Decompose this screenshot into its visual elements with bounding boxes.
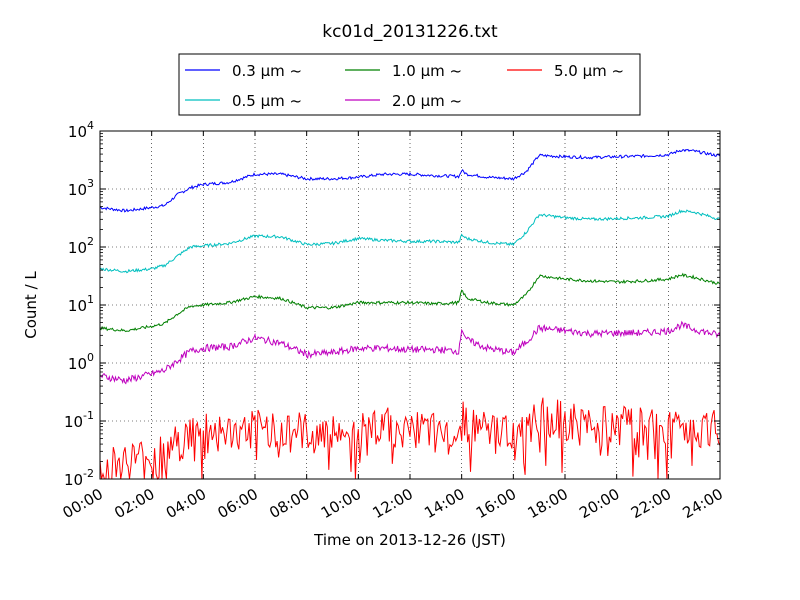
- legend-box: [178, 53, 641, 116]
- series-line: [99, 148, 721, 213]
- series-line: [99, 320, 721, 385]
- y-tick-label: 100: [68, 351, 94, 373]
- legend-label: 0.3 µm ~: [232, 62, 302, 80]
- legend-label: 5.0 µm ~: [554, 62, 624, 80]
- x-tick-label: 16:00: [473, 485, 519, 522]
- series-line: [99, 272, 721, 333]
- x-tick-label: 06:00: [215, 485, 261, 522]
- y-tick-label: 103: [68, 177, 94, 199]
- legend: 0.3 µm ~ 0.5 µm ~ 1.0 µm ~ 2.0 µm ~ 5.0 µm ~: [178, 53, 641, 116]
- axis-ticks: 00:00 02:00 04:00 06:00 08:00 10:00 12:00 14:00…: [60, 119, 726, 522]
- y-tick-label: 104: [68, 119, 94, 141]
- x-axis-label: Time on 2013-12-26 (JST): [313, 531, 506, 549]
- x-tick-label: 04:00: [163, 485, 209, 522]
- x-tick-label: 14:00: [421, 485, 467, 522]
- x-tick-label: 18:00: [525, 485, 571, 522]
- x-tick-label: 08:00: [266, 485, 312, 522]
- series-lines: [99, 148, 721, 481]
- y-tick-label: 101: [68, 293, 94, 315]
- x-tick-label: 10:00: [318, 485, 364, 522]
- x-tick-label: 12:00: [370, 485, 416, 522]
- series-line: [99, 209, 721, 274]
- y-tick-label: 102: [68, 235, 94, 257]
- legend-label: 1.0 µm ~: [392, 62, 462, 80]
- legend-label: 0.5 µm ~: [232, 92, 302, 110]
- y-tick-label: 10-2: [64, 467, 94, 489]
- chart-title: kc01d_20131226.txt: [322, 22, 498, 42]
- x-tick-label: 20:00: [576, 485, 622, 522]
- legend-label: 2.0 µm ~: [392, 92, 462, 110]
- x-tick-label: 24:00: [680, 485, 726, 522]
- x-tick-label: 22:00: [628, 485, 674, 522]
- y-axis-label: Count / L: [22, 271, 40, 339]
- x-tick-label: 00:00: [60, 485, 106, 522]
- series-line: [99, 397, 721, 481]
- y-tick-label: 10-1: [64, 409, 94, 431]
- x-tick-label: 02:00: [111, 485, 157, 522]
